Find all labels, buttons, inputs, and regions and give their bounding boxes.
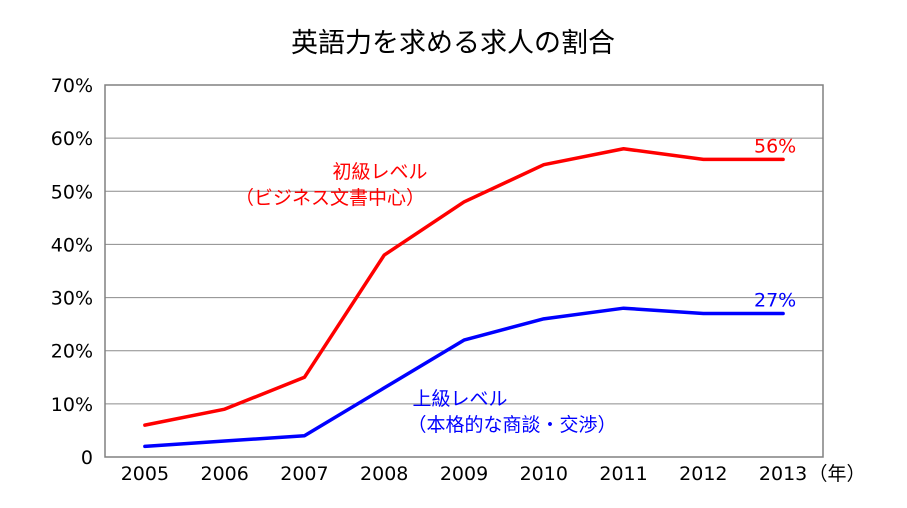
y-tick-label: 0 <box>81 447 93 469</box>
data-point <box>781 158 785 161</box>
series-label-advanced: 上級レベル <box>412 388 507 410</box>
data-point <box>223 407 226 411</box>
data-point <box>702 312 705 315</box>
data-point <box>303 376 306 379</box>
x-tick-label: 2010 <box>520 463 568 485</box>
data-point <box>702 158 705 161</box>
y-tick-label: 10% <box>51 394 93 416</box>
data-point <box>622 147 625 150</box>
data-point <box>143 445 147 448</box>
data-point <box>622 307 625 310</box>
x-tick-label: 2006 <box>200 463 248 485</box>
data-point <box>143 423 147 427</box>
series-sublabel-advanced: （本格的な商談・交渉） <box>407 414 616 436</box>
x-unit-label: （年） <box>808 463 865 485</box>
grid <box>105 137 823 405</box>
plot-frame <box>104 84 824 458</box>
x-tick-label: 2005 <box>121 463 169 485</box>
end-value-label: 56% <box>754 135 796 157</box>
x-tick-label: 2011 <box>599 463 647 485</box>
x-tick-label: 2013 <box>759 463 807 485</box>
data-point <box>303 434 306 437</box>
y-tick-label: 70% <box>51 75 93 97</box>
x-tick-label: 2012 <box>679 463 727 485</box>
data-point <box>462 338 466 342</box>
data-point <box>781 312 785 315</box>
x-tick-label: 2007 <box>280 463 328 485</box>
series-label-beginner: 初級レベル <box>332 161 427 183</box>
series-sublabel-beginner: （ビジネス文書中心） <box>235 187 425 209</box>
data-point <box>542 317 545 321</box>
chart-title: 英語力を求める求人の割合 <box>291 28 615 59</box>
x-tick-label: 2008 <box>360 463 408 485</box>
axes <box>104 84 824 458</box>
y-tick-label: 40% <box>51 234 93 256</box>
data-point <box>383 386 386 390</box>
data-point <box>383 253 386 257</box>
y-tick-label: 60% <box>51 128 93 150</box>
y-tick-label: 20% <box>51 341 93 363</box>
tick-labels: 0 10% 20% 30% 40% 50% 60% 70% 2005 2006 2007 2008 20… <box>51 75 808 485</box>
y-tick-label: 50% <box>51 181 93 203</box>
y-tick-label: 30% <box>51 288 93 310</box>
end-value-label: 27% <box>754 290 796 312</box>
data-point <box>462 200 466 204</box>
data-point <box>542 163 545 166</box>
x-tick-label: 2009 <box>440 463 488 485</box>
series: 56% 27% <box>143 135 796 449</box>
data-point <box>223 439 226 443</box>
